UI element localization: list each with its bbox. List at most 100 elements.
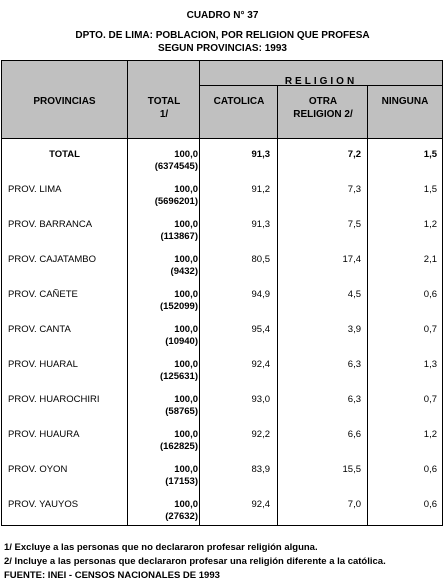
column-header-otra-religion: OTRA RELIGION 2/ xyxy=(278,95,368,121)
divider-total xyxy=(199,61,200,525)
column-header-provincias: PROVINCIAS xyxy=(33,96,96,107)
row-total-cell: 100,0 (9432) xyxy=(129,254,198,278)
row-total-cell: 100,0 (58765) xyxy=(129,394,198,418)
row-total-population: (9432) xyxy=(170,266,198,277)
row-province-name: PROV. HUAURA xyxy=(8,429,80,440)
row-total-percent: 100,0 xyxy=(174,499,198,510)
row-province-name: PROV. OYON xyxy=(8,464,68,475)
data-table: PROVINCIAS TOTAL 1/ RELIGION CATOLICA OT… xyxy=(1,60,443,526)
row-total-cell: 100,0 (162825) xyxy=(129,429,198,453)
row-province-name: PROV. HUARAL xyxy=(8,359,78,370)
divider-header xyxy=(2,138,442,139)
row-ninguna-value: 1,5 xyxy=(423,184,437,195)
row-catolica-value: 91,2 xyxy=(251,184,271,195)
divider-otra xyxy=(367,85,368,525)
row-catolica-value: 94,9 xyxy=(251,289,271,300)
row-ninguna-value: 1,3 xyxy=(423,359,437,370)
table-row: PROV. BARRANCA 100,0 (113867) 91,3 7,5 1,2 xyxy=(2,215,442,250)
row-catolica-value: 92,4 xyxy=(251,499,271,510)
row-ninguna-value: 1,5 xyxy=(423,149,437,160)
table-row: PROV. LIMA 100,0 (5696201) 91,2 7,3 1,5 xyxy=(2,180,442,215)
row-catolica-value: 93,0 xyxy=(251,394,271,405)
row-otra-religion-value: 15,5 xyxy=(342,464,362,475)
footnote-2: 2/ Incluye a las personas que declararon… xyxy=(4,556,386,567)
table-number: CUADRO N° 37 xyxy=(186,10,259,21)
row-total-percent: 100,0 xyxy=(174,359,198,370)
row-province-name: PROV. CAJATAMBO xyxy=(8,254,96,265)
column-header-total-label: TOTAL xyxy=(147,96,181,107)
row-otra-religion-value: 4,5 xyxy=(347,289,361,300)
row-province-name: PROV. CAÑETE xyxy=(8,289,78,300)
row-catolica-value: 91,3 xyxy=(251,219,271,230)
row-otra-religion-value: 17,4 xyxy=(342,254,362,265)
row-province-name: PROV. YAUYOS xyxy=(8,499,79,510)
footnote-1: 1/ Excluye a las personas que no declara… xyxy=(4,542,318,553)
row-ninguna-value: 0,6 xyxy=(423,499,437,510)
row-total-population: (162825) xyxy=(159,441,198,452)
row-otra-religion-value: 6,6 xyxy=(347,429,361,440)
row-ninguna-value: 0,6 xyxy=(423,464,437,475)
divider-religion-group xyxy=(199,85,442,86)
row-total-percent: 100,0 xyxy=(174,324,198,335)
row-province-name: PROV. BARRANCA xyxy=(8,219,93,230)
column-header-ninguna: NINGUNA xyxy=(381,96,429,107)
row-otra-religion-value: 7,3 xyxy=(347,184,361,195)
table-row: PROV. OYON 100,0 (17153) 83,9 15,5 0,6 xyxy=(2,460,442,495)
row-total-percent: 100,0 xyxy=(174,394,198,405)
table-row: PROV. HUAURA 100,0 (162825) 92,2 6,6 1,2 xyxy=(2,425,442,460)
row-province-name: PROV. CANTA xyxy=(8,324,71,335)
row-total-population: (5696201) xyxy=(154,196,198,207)
row-otra-religion-value: 3,9 xyxy=(347,324,361,335)
row-ninguna-value: 1,2 xyxy=(423,219,437,230)
row-total-percent: 100,0 xyxy=(174,464,198,475)
row-otra-religion-value: 7,2 xyxy=(347,149,361,160)
column-header-total-note: 1/ xyxy=(159,109,169,120)
table-row: PROV. CAJATAMBO 100,0 (9432) 80,5 17,4 2,1 xyxy=(2,250,442,285)
source-note: FUENTE: INEI - CENSOS NACIONALES DE 1993 xyxy=(4,570,220,581)
row-total-percent: 100,0 xyxy=(174,254,198,265)
row-province-name: TOTAL xyxy=(49,149,80,160)
row-otra-religion-value: 7,5 xyxy=(347,219,361,230)
row-total-population: (17153) xyxy=(165,476,198,487)
column-header-catolica: CATOLICA xyxy=(213,96,265,107)
row-total-percent: 100,0 xyxy=(174,184,198,195)
divider-provincias xyxy=(127,61,128,525)
row-total-cell: 100,0 (27632) xyxy=(129,499,198,523)
table-row: PROV. CANTA 100,0 (10940) 95,4 3,9 0,7 xyxy=(2,320,442,355)
column-group-religion: RELIGION xyxy=(284,76,358,87)
row-catolica-value: 95,4 xyxy=(251,324,271,335)
row-ninguna-value: 0,7 xyxy=(423,324,437,335)
row-otra-religion-value: 6,3 xyxy=(347,359,361,370)
row-total-cell: 100,0 (152099) xyxy=(129,289,198,313)
row-province-name: PROV. HUAROCHIRI xyxy=(8,394,100,405)
table-header xyxy=(2,61,442,139)
row-total-population: (113867) xyxy=(160,231,198,242)
row-total-cell: 100,0 (125631) xyxy=(129,359,198,383)
table-row: PROV. HUAROCHIRI 100,0 (58765) 93,0 6,3 0,7 xyxy=(2,390,442,425)
row-catolica-value: 80,5 xyxy=(251,254,271,265)
table-row-total: TOTAL 100,0 (6374545) 91,3 7,2 1,5 xyxy=(2,145,442,180)
divider-catolica xyxy=(277,85,278,525)
table-row: PROV. CAÑETE 100,0 (152099) 94,9 4,5 0,6 xyxy=(2,285,442,320)
table-title: DPTO. DE LIMA: POBLACION, POR RELIGION Q… xyxy=(75,30,370,41)
row-ninguna-value: 0,7 xyxy=(423,394,437,405)
table-row: PROV. YAUYOS 100,0 (27632) 92,4 7,0 0,6 xyxy=(2,495,442,530)
table-subtitle: SEGUN PROVINCIAS: 1993 xyxy=(158,43,287,54)
row-total-population: (125631) xyxy=(159,371,198,382)
row-catolica-value: 92,4 xyxy=(251,359,271,370)
row-total-population: (6374545) xyxy=(154,161,198,172)
row-total-population: (152099) xyxy=(159,301,198,312)
row-total-percent: 100,0 xyxy=(174,219,198,230)
row-total-cell: 100,0 (10940) xyxy=(129,324,198,348)
row-total-cell: 100,0 (5696201) xyxy=(129,184,198,208)
column-header-otra-label: OTRA xyxy=(308,96,338,107)
row-catolica-value: 83,9 xyxy=(251,464,271,475)
row-otra-religion-value: 6,3 xyxy=(347,394,361,405)
row-total-percent: 100,0 xyxy=(174,149,198,160)
row-ninguna-value: 2,1 xyxy=(423,254,437,265)
row-total-percent: 100,0 xyxy=(174,289,198,300)
row-otra-religion-value: 7,0 xyxy=(347,499,361,510)
row-province-name: PROV. LIMA xyxy=(8,184,62,195)
row-catolica-value: 91,3 xyxy=(251,149,271,160)
column-header-total: TOTAL 1/ xyxy=(128,95,200,121)
